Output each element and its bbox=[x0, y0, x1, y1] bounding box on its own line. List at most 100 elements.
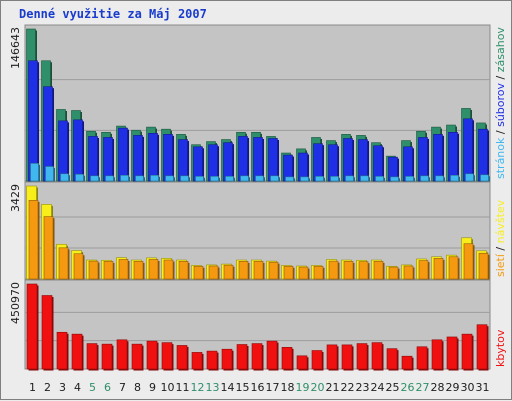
bar-sites-day-30 bbox=[463, 243, 474, 280]
bar-files-day-30 bbox=[463, 118, 473, 182]
x-tick-day-10: 10 bbox=[161, 381, 175, 394]
bar-pages-day-30 bbox=[465, 173, 474, 182]
bar-kbytes-day-30 bbox=[461, 333, 473, 370]
bar-files-day-6 bbox=[103, 137, 113, 182]
bar-pages-day-9 bbox=[150, 174, 159, 182]
bar-kbytes-day-2 bbox=[41, 295, 53, 370]
bar-kbytes-day-28 bbox=[431, 339, 443, 370]
bar-sites-day-27 bbox=[418, 260, 429, 280]
bar-pages-day-7 bbox=[120, 174, 129, 182]
bar-sites-day-20 bbox=[313, 265, 324, 280]
bar-pages-day-16 bbox=[255, 175, 264, 182]
x-tick-day-6: 6 bbox=[104, 381, 111, 394]
bar-pages-day-26 bbox=[405, 176, 414, 182]
x-tick-day-17: 17 bbox=[266, 381, 280, 394]
series-label-part: súborov bbox=[494, 82, 507, 126]
series-label-part: / bbox=[494, 127, 507, 138]
panel-2-series-label: sietí / návštev bbox=[494, 199, 507, 277]
bar-sites-day-19 bbox=[298, 266, 309, 280]
bar-kbytes-day-21 bbox=[326, 344, 338, 370]
bar-kbytes-day-6 bbox=[101, 343, 113, 370]
bar-pages-day-21 bbox=[330, 176, 339, 182]
bar-files-day-31 bbox=[478, 128, 488, 182]
bar-sites-day-31 bbox=[478, 252, 489, 280]
bar-sites-day-29 bbox=[448, 256, 459, 280]
bar-sites-day-11 bbox=[178, 261, 189, 280]
bar-files-day-3 bbox=[58, 120, 68, 182]
bar-files-day-9 bbox=[148, 133, 158, 182]
bar-kbytes-day-5 bbox=[86, 343, 98, 370]
x-tick-day-16: 16 bbox=[251, 381, 265, 394]
bar-files-day-12 bbox=[193, 146, 203, 182]
bar-files-day-21 bbox=[328, 144, 338, 182]
bar-files-day-1 bbox=[28, 60, 38, 182]
bar-pages-day-14 bbox=[225, 176, 234, 182]
bar-kbytes-day-23 bbox=[356, 343, 368, 370]
bar-pages-day-13 bbox=[210, 176, 219, 182]
x-tick-day-11: 11 bbox=[176, 381, 190, 394]
bar-pages-day-10 bbox=[165, 175, 174, 182]
series-label-part: / bbox=[494, 243, 507, 254]
bar-kbytes-day-19 bbox=[296, 355, 308, 370]
bar-files-day-13 bbox=[208, 144, 218, 182]
x-tick-day-24: 24 bbox=[371, 381, 385, 394]
bar-kbytes-day-15 bbox=[236, 344, 248, 370]
x-tick-day-25: 25 bbox=[386, 381, 400, 394]
bar-files-day-14 bbox=[223, 142, 233, 182]
series-label-part: stránok bbox=[494, 137, 507, 179]
bar-pages-day-12 bbox=[195, 176, 204, 182]
series-label-part: návštev bbox=[494, 199, 507, 243]
bar-sites-day-28 bbox=[433, 258, 444, 280]
bar-files-day-7 bbox=[118, 127, 128, 182]
x-tick-day-12: 12 bbox=[191, 381, 205, 394]
bar-pages-day-24 bbox=[375, 176, 384, 182]
x-tick-day-2: 2 bbox=[44, 381, 51, 394]
x-tick-day-8: 8 bbox=[134, 381, 141, 394]
bar-files-day-5 bbox=[88, 136, 98, 182]
bar-sites-day-26 bbox=[403, 265, 414, 280]
series-label-part: zásahov bbox=[494, 27, 507, 73]
bar-files-day-4 bbox=[73, 119, 83, 182]
bar-kbytes-day-25 bbox=[386, 348, 398, 370]
bar-files-day-16 bbox=[253, 137, 263, 182]
bar-kbytes-day-27 bbox=[416, 346, 428, 370]
bar-kbytes-day-26 bbox=[401, 355, 413, 370]
x-tick-day-15: 15 bbox=[236, 381, 250, 394]
bar-pages-day-15 bbox=[240, 175, 249, 182]
bar-kbytes-day-20 bbox=[311, 350, 323, 370]
bar-kbytes-day-12 bbox=[191, 352, 203, 370]
bar-sites-day-24 bbox=[373, 261, 384, 280]
x-tick-day-3: 3 bbox=[59, 381, 66, 394]
bar-pages-day-25 bbox=[390, 176, 399, 182]
panel-3-series-label: kbytov bbox=[494, 329, 507, 367]
bar-pages-day-1 bbox=[30, 163, 39, 182]
bar-files-day-20 bbox=[313, 143, 323, 182]
bar-pages-day-2 bbox=[45, 166, 54, 182]
x-tick-day-31: 31 bbox=[476, 381, 490, 394]
chart-title: Denné využitie za Máj 2007 bbox=[19, 7, 207, 21]
bar-pages-day-28 bbox=[435, 175, 444, 182]
bar-pages-day-29 bbox=[450, 174, 459, 182]
x-tick-day-4: 4 bbox=[74, 381, 81, 394]
panel-1-series-label: stránok / súborov / zásahov bbox=[494, 27, 507, 179]
bar-sites-day-1 bbox=[28, 200, 39, 280]
bar-kbytes-day-8 bbox=[131, 343, 143, 370]
series-label-part: sietí bbox=[494, 253, 507, 277]
bar-kbytes-day-7 bbox=[116, 339, 128, 370]
x-tick-day-14: 14 bbox=[221, 381, 235, 394]
bar-files-day-27 bbox=[418, 137, 428, 182]
bar-pages-day-11 bbox=[180, 175, 189, 182]
bar-kbytes-day-13 bbox=[206, 350, 218, 370]
bar-sites-day-8 bbox=[133, 261, 144, 280]
x-tick-day-28: 28 bbox=[431, 381, 445, 394]
x-tick-day-26: 26 bbox=[401, 381, 415, 394]
bar-sites-day-5 bbox=[88, 260, 99, 280]
series-label-part: / bbox=[494, 72, 507, 83]
x-tick-day-21: 21 bbox=[326, 381, 340, 394]
bar-sites-day-3 bbox=[58, 247, 69, 280]
bar-sites-day-7 bbox=[118, 259, 129, 280]
bar-kbytes-day-11 bbox=[176, 345, 188, 370]
bar-pages-day-17 bbox=[270, 175, 279, 182]
